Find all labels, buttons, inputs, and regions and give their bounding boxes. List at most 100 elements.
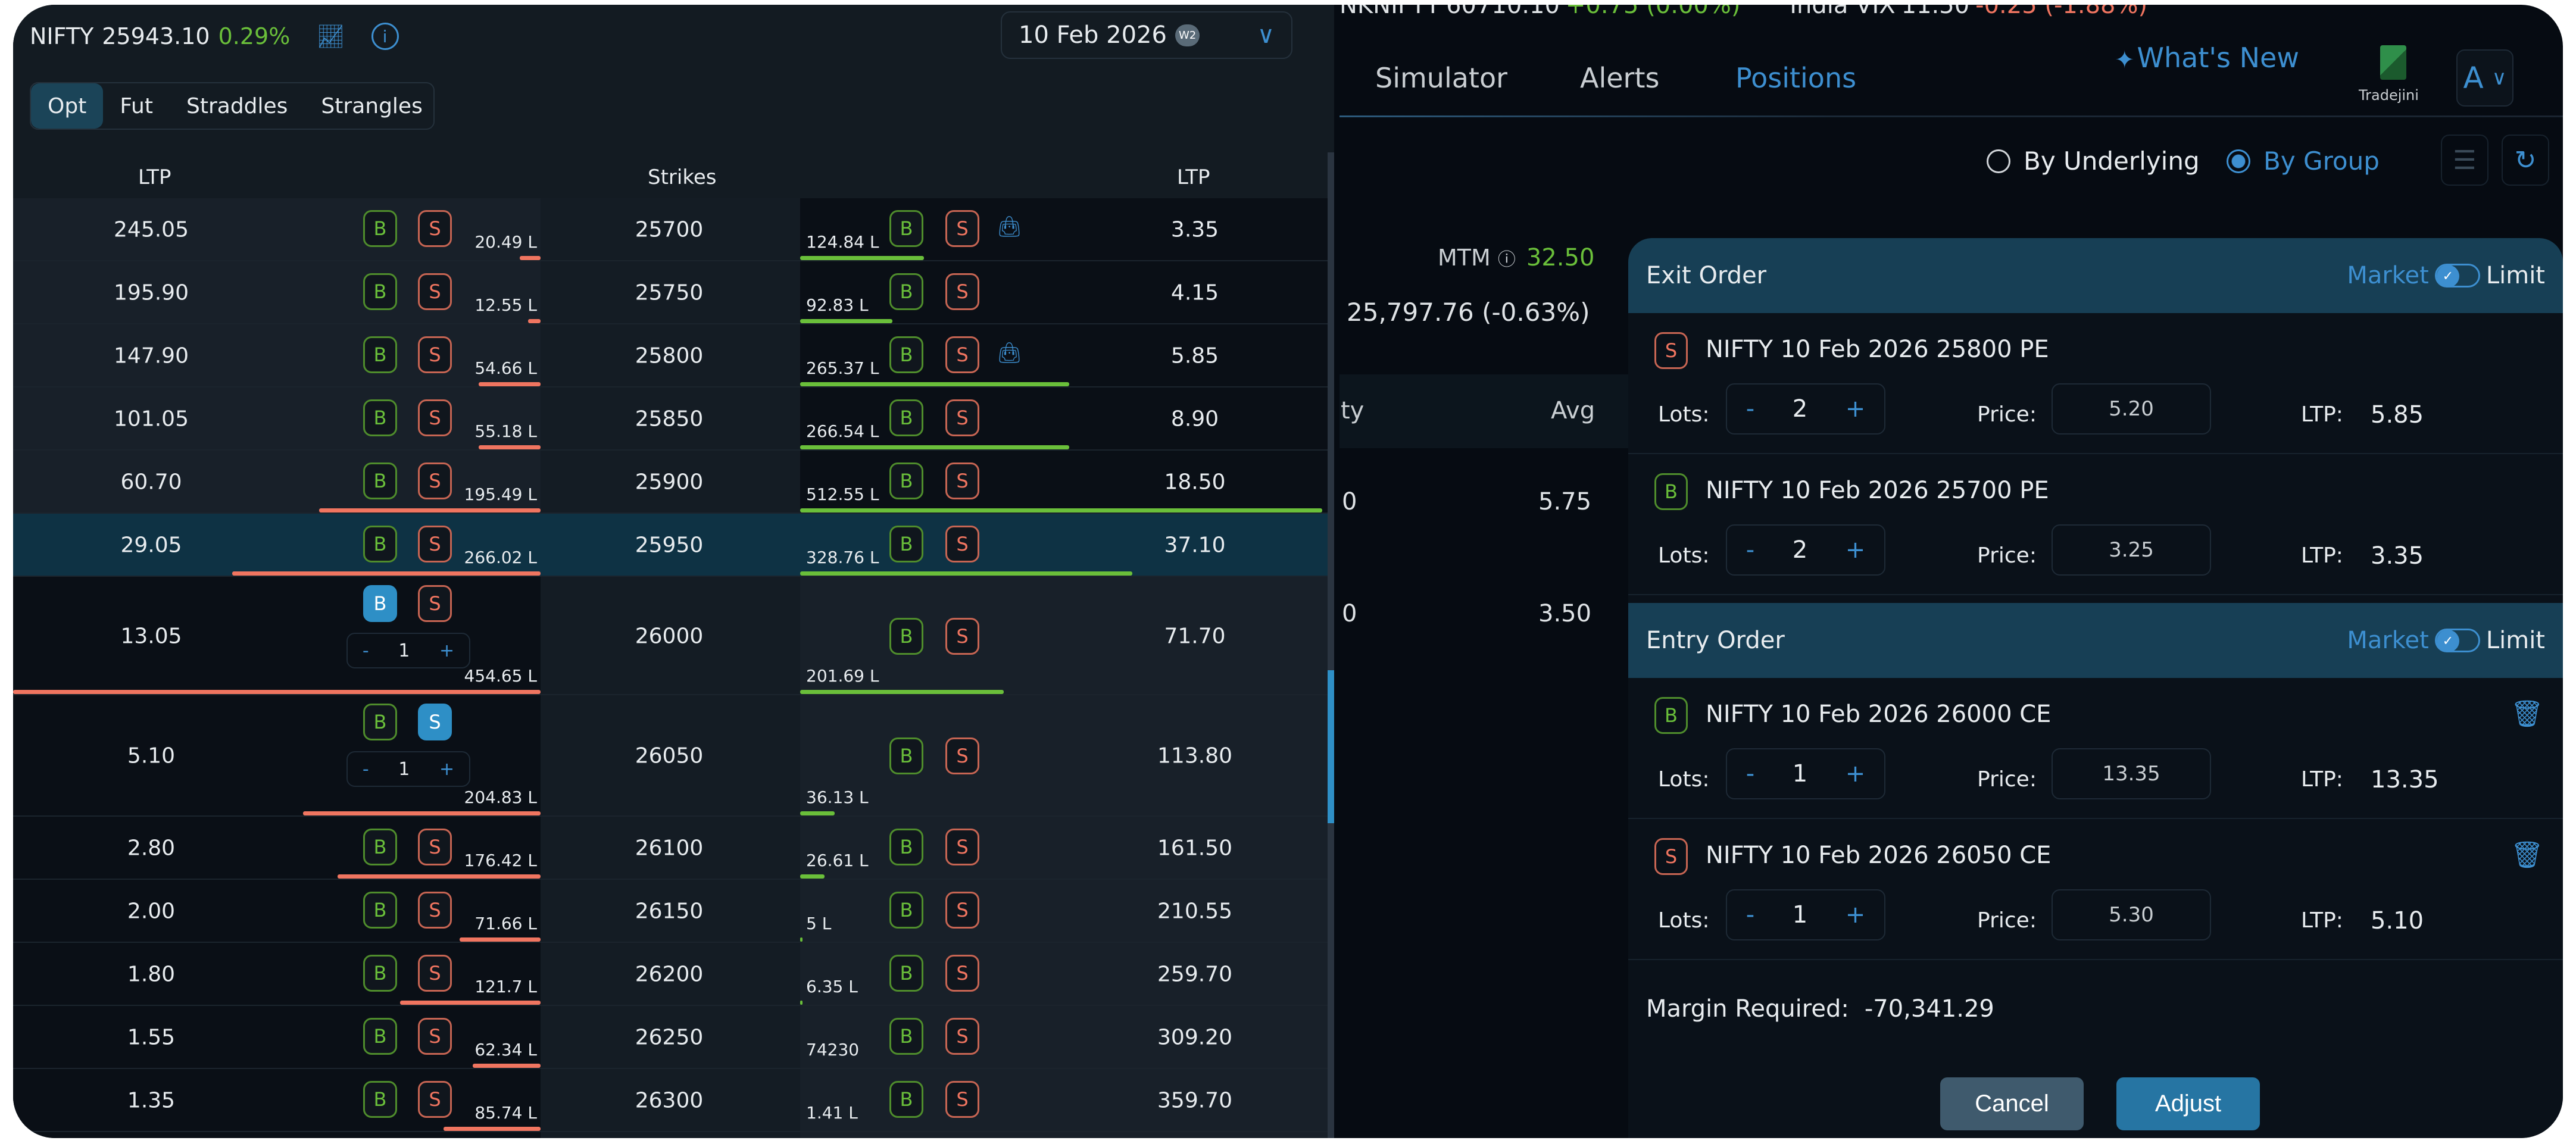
call-sell-button[interactable]: S (418, 210, 452, 247)
lots-stepper[interactable]: - 2 + (1726, 524, 1885, 576)
position-bag-icon[interactable]: 👜︎ (997, 341, 1023, 365)
call-buy-button[interactable]: B (363, 462, 397, 499)
call-sell-button[interactable]: S (418, 273, 452, 310)
minus-button[interactable]: - (362, 758, 369, 780)
put-sell-button[interactable]: S (945, 892, 979, 929)
call-sell-button[interactable]: S (418, 336, 452, 373)
chart-icon[interactable]: 📈︎ (316, 23, 345, 49)
radio-by-group[interactable]: By Group (2227, 146, 2380, 176)
minus-button[interactable]: - (1746, 901, 1755, 929)
call-sell-button[interactable]: S (418, 704, 452, 740)
call-sell-button[interactable]: S (418, 829, 452, 865)
minus-button[interactable]: - (1746, 536, 1755, 564)
call-buy-button[interactable]: B (363, 829, 397, 865)
call-sell-button[interactable]: S (418, 585, 452, 622)
put-sell-button[interactable]: S (945, 526, 979, 562)
expiry-dropdown[interactable]: 10 Feb 2026 W2 ∨ (1001, 11, 1292, 59)
market-limit-toggle[interactable]: Market Limit (2347, 262, 2545, 289)
put-buy-button[interactable]: B (889, 617, 923, 655)
trash-icon[interactable]: 🗑︎ (2511, 699, 2544, 729)
nav-positions[interactable]: Positions (1735, 62, 1857, 94)
call-buy-button[interactable]: B (363, 526, 397, 562)
nav-alerts[interactable]: Alerts (1580, 62, 1660, 94)
call-sell-button[interactable]: S (418, 1018, 452, 1055)
put-sell-button[interactable]: S (945, 1018, 979, 1055)
call-sell-button[interactable]: S (418, 399, 452, 436)
put-buy-button[interactable]: B (889, 273, 923, 310)
price-input[interactable]: 3.25 (2052, 524, 2211, 576)
call-buy-button[interactable]: B (363, 892, 397, 929)
position-bag-icon[interactable]: 👜︎ (997, 215, 1023, 239)
price-input[interactable]: 5.20 (2052, 383, 2211, 435)
put-buy-button[interactable]: B (889, 336, 923, 373)
put-buy-button[interactable]: B (889, 892, 923, 929)
call-sell-button[interactable]: S (418, 526, 452, 562)
call-sell-button[interactable]: S (418, 462, 452, 499)
put-sell-button[interactable]: S (945, 737, 979, 774)
market-limit-toggle[interactable]: Market Limit (2347, 627, 2545, 654)
tab-fut[interactable]: Fut (120, 93, 153, 118)
tab-strangles[interactable]: Strangles (321, 93, 423, 118)
chain-scrollbar-thumb[interactable] (1328, 670, 1334, 823)
put-buy-button[interactable]: B (889, 210, 923, 247)
lots-stepper[interactable]: - 2 + (1726, 383, 1885, 435)
put-sell-button[interactable]: S (945, 336, 979, 373)
put-sell-button[interactable]: S (945, 210, 979, 247)
info-icon[interactable]: i (371, 23, 399, 50)
minus-button[interactable]: - (1746, 395, 1755, 423)
put-buy-button[interactable]: B (889, 737, 923, 774)
put-sell-button[interactable]: S (945, 273, 979, 310)
put-buy-button[interactable]: B (889, 829, 923, 865)
price-input[interactable]: 5.30 (2052, 889, 2211, 940)
filter-settings-button[interactable]: ☰ (2441, 135, 2488, 186)
minus-button[interactable]: - (362, 640, 369, 661)
put-sell-button[interactable]: S (945, 829, 979, 865)
put-sell-button[interactable]: S (945, 617, 979, 655)
put-buy-button[interactable]: B (889, 955, 923, 992)
lots-stepper[interactable]: - 1 + (1726, 748, 1885, 799)
call-buy-button[interactable]: B (363, 210, 397, 247)
call-buy-button[interactable]: B (363, 585, 397, 622)
toggle-switch[interactable] (2434, 629, 2480, 652)
call-buy-button[interactable]: B (363, 704, 397, 740)
refresh-button[interactable]: ↻ (2502, 135, 2549, 186)
call-buy-button[interactable]: B (363, 955, 397, 992)
put-sell-button[interactable]: S (945, 1081, 979, 1118)
put-buy-button[interactable]: B (889, 1018, 923, 1055)
put-buy-button[interactable]: B (889, 1081, 923, 1118)
put-buy-button[interactable]: B (889, 462, 923, 499)
cancel-button[interactable]: Cancel (1940, 1077, 2084, 1130)
adjust-button[interactable]: Adjust (2116, 1077, 2260, 1130)
info-icon[interactable]: ⓘ (1497, 249, 1516, 270)
call-lots-stepper[interactable]: - 1 + (346, 751, 470, 787)
plus-button[interactable]: + (1845, 760, 1866, 787)
put-buy-button[interactable]: B (889, 526, 923, 562)
whats-new-link[interactable]: ✦ What's New (2115, 42, 2299, 74)
user-avatar-menu[interactable]: A ∨ (2456, 49, 2513, 107)
plus-button[interactable]: + (1845, 901, 1866, 929)
call-buy-button[interactable]: B (363, 1081, 397, 1118)
minus-button[interactable]: - (1746, 760, 1755, 787)
put-sell-button[interactable]: S (945, 399, 979, 436)
tradejini-logo[interactable] (2380, 45, 2406, 80)
plus-button[interactable]: + (1845, 395, 1866, 423)
put-buy-button[interactable]: B (889, 399, 923, 436)
radio-by-underlying[interactable]: By Underlying (1987, 146, 2200, 176)
chain-scrollbar[interactable] (1328, 152, 1334, 1138)
put-sell-button[interactable]: S (945, 955, 979, 992)
call-buy-button[interactable]: B (363, 336, 397, 373)
plus-button[interactable]: + (439, 758, 455, 780)
price-input[interactable]: 13.35 (2052, 748, 2211, 799)
plus-button[interactable]: + (1845, 536, 1866, 564)
tab-opt[interactable]: Opt (31, 83, 104, 129)
call-buy-button[interactable]: B (363, 273, 397, 310)
put-sell-button[interactable]: S (945, 462, 979, 499)
toggle-switch[interactable] (2434, 264, 2480, 287)
call-sell-button[interactable]: S (418, 955, 452, 992)
trash-icon[interactable]: 🗑︎ (2511, 840, 2544, 870)
tab-straddles[interactable]: Straddles (186, 93, 288, 118)
call-buy-button[interactable]: B (363, 399, 397, 436)
call-buy-button[interactable]: B (363, 1018, 397, 1055)
lots-stepper[interactable]: - 1 + (1726, 889, 1885, 940)
plus-button[interactable]: + (439, 640, 455, 661)
